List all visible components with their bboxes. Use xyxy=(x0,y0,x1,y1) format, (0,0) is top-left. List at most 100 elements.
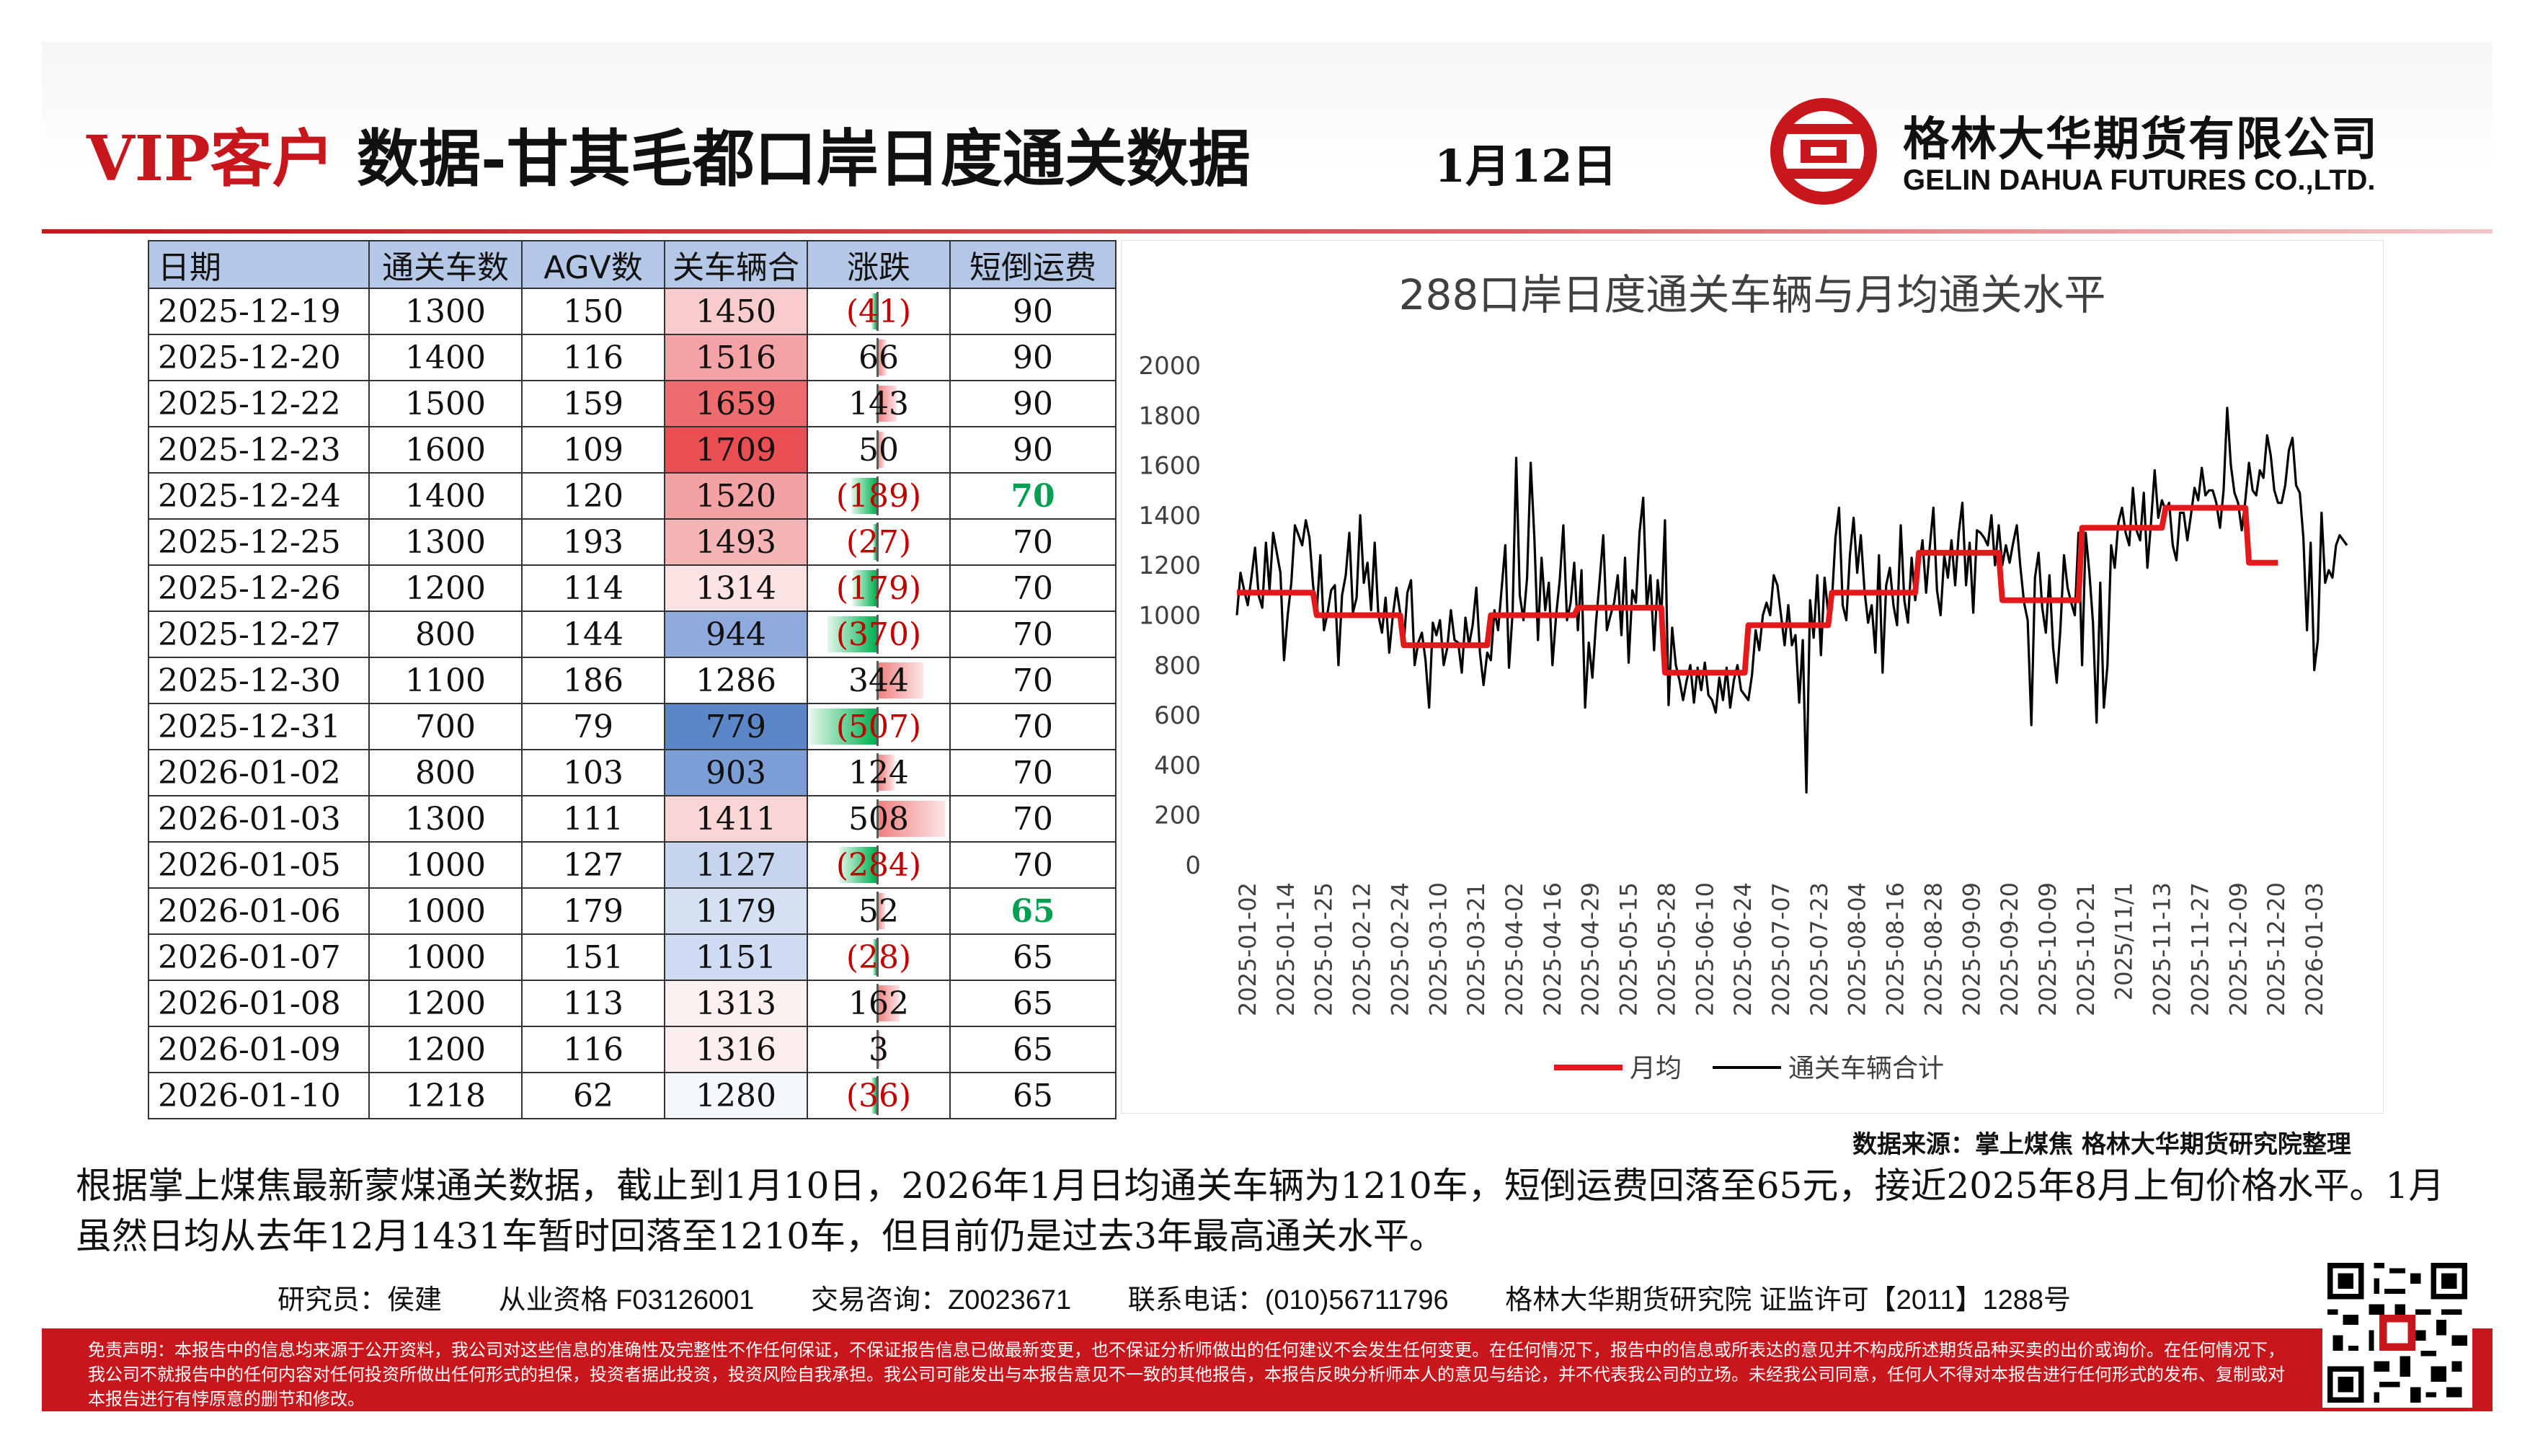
cell-freight: 70 xyxy=(949,518,1117,566)
cell-agv: 193 xyxy=(521,518,665,566)
change-value: 66 xyxy=(858,339,899,376)
x-tick-label: 2025-04-29 xyxy=(1577,882,1604,1016)
cell-total: 1659 xyxy=(664,380,808,427)
change-axis xyxy=(876,384,879,423)
change-bar xyxy=(827,616,876,652)
change-axis xyxy=(876,1076,879,1115)
cell-cleared: 1200 xyxy=(368,980,523,1027)
x-tick-label: 2025-09-09 xyxy=(1958,882,1985,1016)
cell-total: 1313 xyxy=(664,980,808,1027)
x-tick-label: 2025-01-14 xyxy=(1272,882,1300,1016)
cell-agv: 179 xyxy=(521,887,665,935)
x-tick-label: 2025-11-13 xyxy=(2149,882,2176,1016)
report-date: 1月12日 xyxy=(1434,140,1617,192)
cell-date: 2025-12-27 xyxy=(148,611,370,658)
table-row: 2025-12-19 1300 150 1450 (41) 90 xyxy=(148,288,1117,335)
qr-code-icon xyxy=(2322,1258,2472,1408)
cell-freight: 70 xyxy=(949,795,1117,843)
cell-agv: 186 xyxy=(521,657,665,704)
y-tick-label: 1600 xyxy=(1138,452,1201,481)
change-bar xyxy=(871,293,876,329)
x-tick-label: 2025-12-20 xyxy=(2263,882,2290,1016)
cell-total: 903 xyxy=(664,749,808,796)
change-axis xyxy=(876,661,879,700)
cell-cleared: 1600 xyxy=(368,426,523,474)
change-axis xyxy=(876,1030,879,1069)
cell-freight: 65 xyxy=(949,933,1117,981)
y-tick-label: 600 xyxy=(1154,701,1201,730)
cell-freight: 65 xyxy=(949,887,1117,935)
cell-cleared: 800 xyxy=(368,611,523,658)
cell-total: 1709 xyxy=(664,426,808,474)
cell-change: (284) xyxy=(807,841,951,889)
change-value: 3 xyxy=(869,1031,889,1068)
change-axis xyxy=(876,615,879,654)
change-bar xyxy=(878,755,895,791)
y-tick-label: 800 xyxy=(1154,652,1201,680)
table-row: 2025-12-24 1400 120 1520 (189) 70 xyxy=(148,472,1117,520)
cell-freight: 90 xyxy=(949,288,1117,335)
y-tick-label: 0 xyxy=(1185,851,1201,880)
cell-cleared: 800 xyxy=(368,749,523,796)
cell-change: (27) xyxy=(807,518,951,566)
cell-change: (179) xyxy=(807,564,951,612)
page-title: 数据-甘其毛都口岸日度通关数据 xyxy=(357,123,1251,195)
cell-agv: 79 xyxy=(521,703,665,750)
cell-change: (41) xyxy=(807,288,951,335)
change-axis xyxy=(876,707,879,746)
x-tick-label: 2025-08-28 xyxy=(1919,882,1947,1016)
table-row: 2025-12-20 1400 116 1516 66 90 xyxy=(148,334,1117,381)
cell-freight: 90 xyxy=(949,334,1117,381)
x-tick-label: 2025-11-27 xyxy=(2186,882,2214,1016)
y-tick-label: 200 xyxy=(1154,802,1201,830)
col-header-total: 关车辆合 xyxy=(664,240,808,289)
change-value: (370) xyxy=(835,616,922,653)
cell-date: 2026-01-10 xyxy=(148,1072,370,1119)
change-value: (36) xyxy=(845,1077,912,1114)
cell-change: 344 xyxy=(807,657,951,704)
cell-date: 2025-12-22 xyxy=(148,380,370,427)
cell-cleared: 1218 xyxy=(368,1072,523,1119)
cell-freight: 70 xyxy=(949,749,1117,796)
cell-freight: 70 xyxy=(949,564,1117,612)
cell-cleared: 1200 xyxy=(368,564,523,612)
title-vip-label: VIP客户 xyxy=(86,123,334,195)
chart-title: 288口岸日度通关车辆与月均通关水平 xyxy=(1398,270,2106,319)
cell-agv: 144 xyxy=(521,611,665,658)
change-bar xyxy=(873,524,876,560)
cell-cleared: 1000 xyxy=(368,841,523,889)
cell-cleared: 1400 xyxy=(368,334,523,381)
change-bar xyxy=(878,339,887,376)
change-axis xyxy=(876,569,879,608)
cell-date: 2026-01-06 xyxy=(148,887,370,935)
cell-total: 1151 xyxy=(664,933,808,981)
change-bar xyxy=(878,386,897,422)
x-tick-label: 2025-09-20 xyxy=(1996,882,2023,1016)
analyst-info: 研究员：侯建 从业资格 F03126001 交易咨询：Z0023671 联系电话… xyxy=(278,1277,2120,1317)
series-line-monthly-avg xyxy=(1237,505,2278,676)
change-bar xyxy=(878,1031,880,1067)
y-tick-label: 2000 xyxy=(1138,352,1201,381)
line-chart: 0 200 400 600 800 1000 1200 1400 1600 1800 2000 202… xyxy=(1138,352,2348,1083)
cell-change: (189) xyxy=(807,472,951,520)
table-row: 2025-12-26 1200 114 1314 (179) 70 xyxy=(148,564,1117,612)
change-axis xyxy=(876,292,879,331)
company-name-cn: 格林大华期货有限公司 xyxy=(1903,113,2379,165)
change-axis xyxy=(876,799,879,838)
change-bar xyxy=(871,1078,876,1114)
change-axis xyxy=(876,476,879,515)
cell-date: 2026-01-08 xyxy=(148,980,370,1027)
cell-freight: 65 xyxy=(949,1072,1117,1119)
analyst-phone: 联系电话：(010)56711796 xyxy=(1127,1285,1449,1315)
x-tick-label: 2025-03-21 xyxy=(1462,882,1490,1016)
cell-total: 1316 xyxy=(664,1026,808,1073)
cell-change: 162 xyxy=(807,980,951,1027)
cell-agv: 103 xyxy=(521,749,665,796)
cell-change: 66 xyxy=(807,334,951,381)
analyst-consult: 交易咨询：Z0023671 xyxy=(810,1285,1072,1315)
cell-freight: 70 xyxy=(949,841,1117,889)
cell-date: 2025-12-30 xyxy=(148,657,370,704)
cell-date: 2026-01-03 xyxy=(148,795,370,843)
change-axis xyxy=(876,845,879,884)
cell-date: 2026-01-05 xyxy=(148,841,370,889)
